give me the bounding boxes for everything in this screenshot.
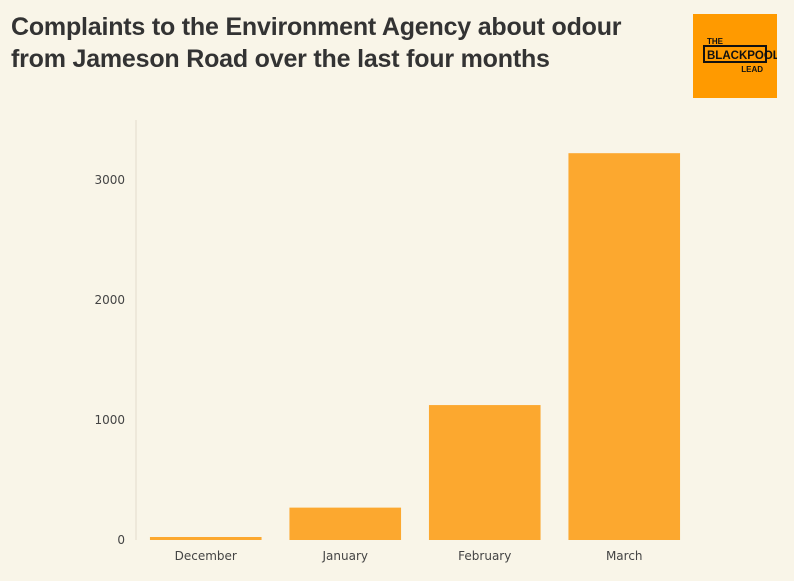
blackpool-lead-logo: THE BLACKPOOL LEAD: [693, 14, 777, 98]
y-tick-label-2000: 2000: [94, 293, 125, 307]
bar-january: [289, 507, 402, 540]
y-axis-ticks: 0 1000 2000 3000: [94, 173, 125, 547]
x-tick-label-january: January: [322, 549, 369, 563]
x-tick-label-december: December: [175, 549, 237, 563]
logo-text-the: THE: [707, 37, 724, 46]
y-tick-label-3000: 3000: [94, 173, 125, 187]
y-tick-label-1000: 1000: [94, 413, 125, 427]
x-axis-labels: December January February March: [175, 549, 643, 563]
logo-text-lead: LEAD: [741, 65, 763, 74]
bar-chart: 0 1000 2000 3000 December January February Mar…: [0, 110, 794, 576]
logo-graphic: THE BLACKPOOL LEAD: [693, 14, 777, 98]
chart-title: Complaints to the Environment Agency abo…: [11, 13, 622, 73]
y-tick-label-0: 0: [117, 533, 125, 547]
x-tick-label-march: March: [606, 549, 643, 563]
logo-text-blackpool: BLACKPOOL: [707, 50, 777, 62]
bar-chart-svg: 0 1000 2000 3000 December January February Mar…: [94, 120, 681, 563]
x-tick-label-february: February: [458, 549, 511, 563]
bar-february: [428, 405, 541, 540]
bar-december: [149, 537, 262, 540]
bars-group: [149, 153, 681, 541]
bar-march: [568, 153, 681, 541]
